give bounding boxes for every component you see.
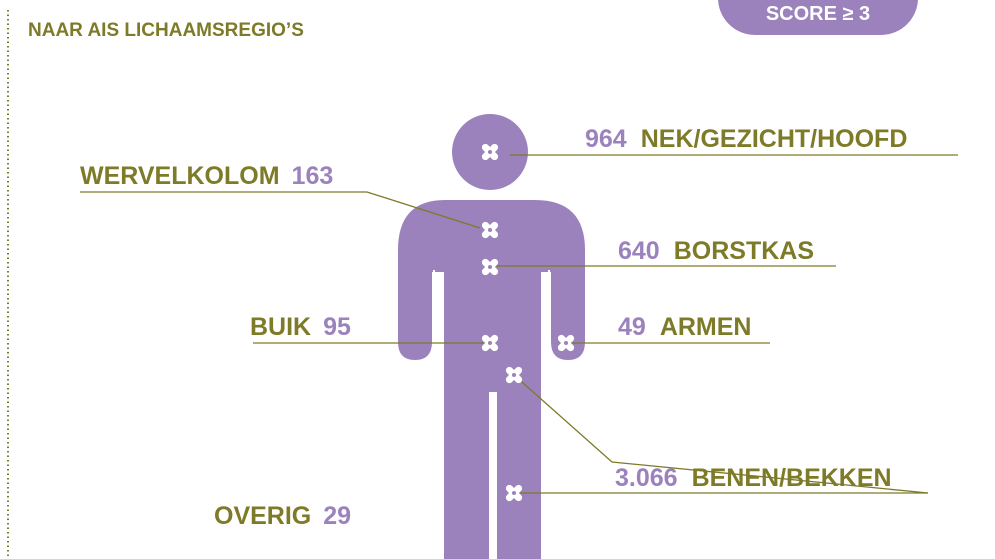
region-name: WERVELKOLOM [80, 162, 280, 190]
region-label: 49 ARMEN [618, 313, 751, 341]
region-count: 964 [585, 125, 627, 153]
region-name: BUIK [250, 313, 311, 341]
region-label: BUIK 95 [250, 313, 351, 341]
region-name: ARMEN [660, 313, 752, 341]
infographic: NAAR AIS LICHAAMSREGIO’S SCORE ≥ 3 964 NE… [0, 0, 995, 559]
region-name: BORSTKAS [674, 237, 814, 265]
header-title: NAAR AIS LICHAAMSREGIO’S [28, 20, 304, 41]
region-label: OVERIG 29 [214, 502, 351, 530]
region-name: OVERIG [214, 502, 311, 530]
region-name: NEK/GEZICHT/HOOFD [641, 125, 908, 153]
region-label: 964 NEK/GEZICHT/HOOFD [585, 125, 907, 153]
region-count: 163 [292, 162, 334, 190]
region-label: WERVELKOLOM 163 [80, 162, 333, 190]
body-figure [398, 114, 585, 559]
region-count: 95 [323, 313, 351, 341]
region-label: 3.066 BENEN/BEKKEN [615, 464, 892, 492]
region-label: 640 BORSTKAS [618, 237, 814, 265]
region-name: BENEN/BEKKEN [692, 464, 892, 492]
region-count: 49 [618, 313, 646, 341]
page: NAAR AIS LICHAAMSREGIO’S SCORE ≥ 3 964 NE… [0, 0, 995, 559]
region-count: 29 [323, 502, 351, 530]
region-count: 3.066 [615, 464, 678, 492]
badge-label: SCORE ≥ 3 [766, 3, 870, 25]
region-count: 640 [618, 237, 660, 265]
